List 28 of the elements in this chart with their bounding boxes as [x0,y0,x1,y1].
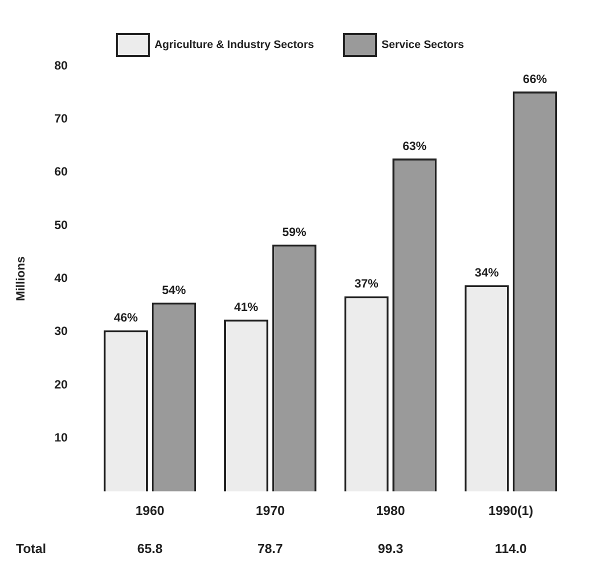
y-tick-label: 70 [54,111,68,126]
y-axis-title: Millions [14,256,28,302]
text: 99.3 [378,540,404,556]
y-tick-label: 40 [54,271,68,286]
y-tick-label: 80 [54,58,68,72]
annotation: 37% [354,276,379,291]
text: 65.8 [137,540,163,556]
x-tick-label: 1960 [135,502,164,518]
annotation: 59% [282,224,307,239]
text: 114.0 [494,540,527,556]
y-tick-label: 30 [54,324,68,338]
y-tick-label: 50 [54,218,68,232]
text: Total [16,540,46,556]
annotation: 63% [402,138,427,153]
x-tick-label: 1990(1) [488,502,534,518]
annotation: 66% [522,72,548,86]
y-tick-label: 20 [54,377,68,392]
annotation: 46% [114,310,138,325]
annotation: 54% [162,282,186,297]
x-tick-label: 1980 [376,502,405,518]
annotation: 41% [234,300,258,314]
legend-label: Agriculture & Industry Sectors [154,39,314,52]
x-tick-label: 1970 [256,502,285,518]
y-tick-label: 10 [54,430,68,445]
text: 78.7 [258,540,283,556]
y-tick-label: 60 [54,164,68,179]
legend-label: Service Sectors [381,39,464,52]
annotation: 34% [474,265,500,280]
